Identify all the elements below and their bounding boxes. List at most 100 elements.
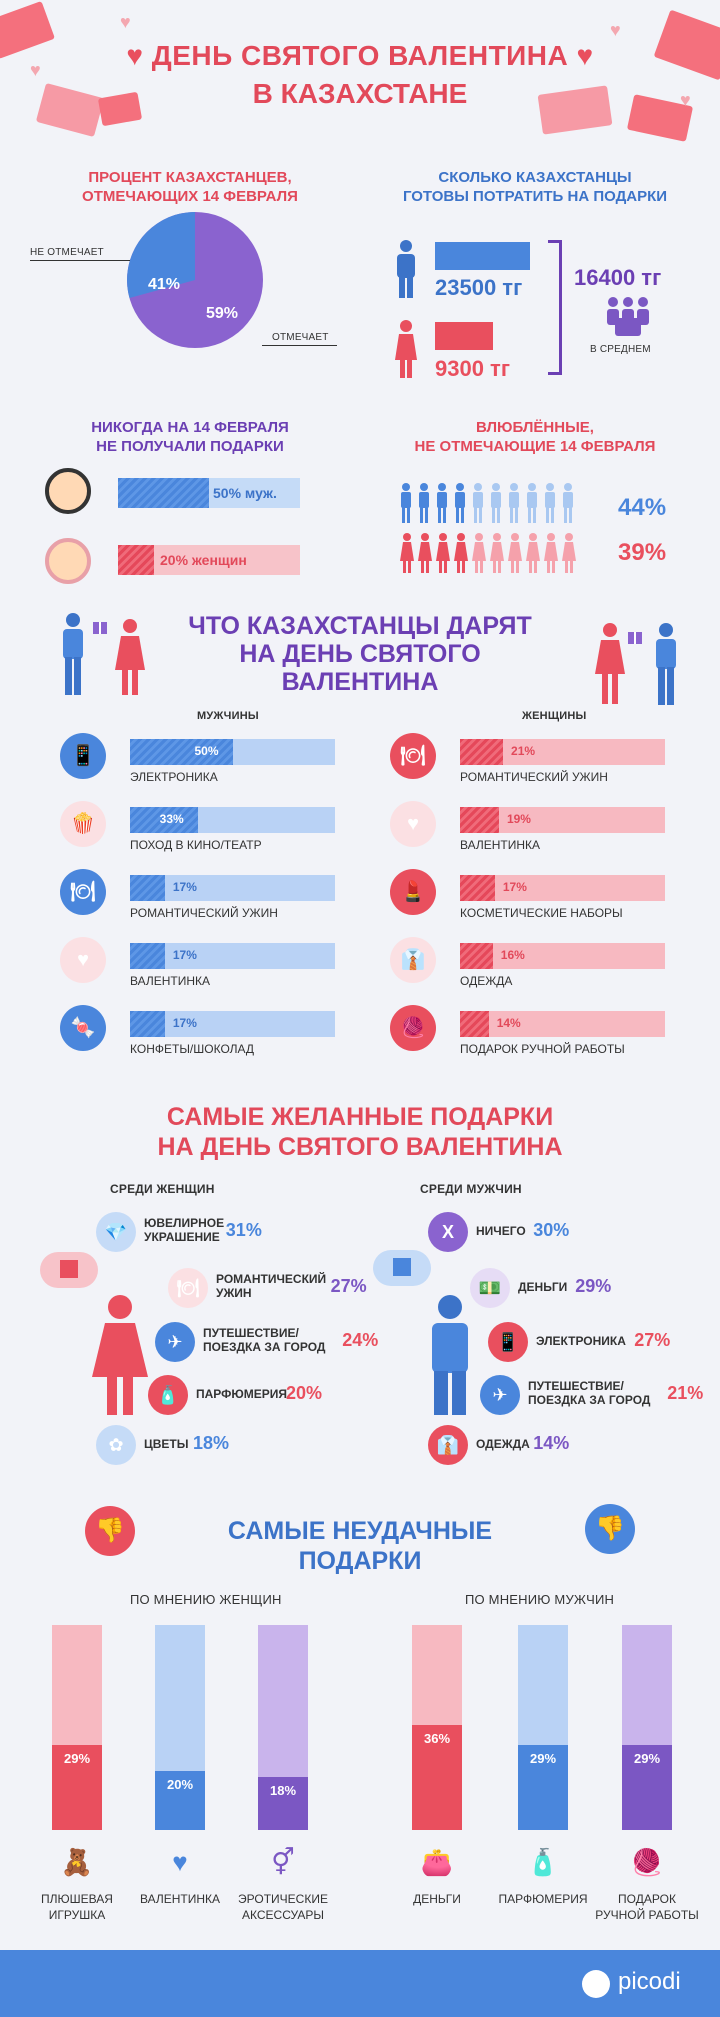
bar-pct: 29% bbox=[529, 1751, 557, 1766]
wanted-women-header: СРЕДИ ЖЕНЩИН bbox=[110, 1182, 215, 1196]
never-women-value: 20% женщин bbox=[160, 552, 247, 568]
plane-icon: ✈ bbox=[155, 1322, 195, 1362]
women-worst-label: ПЛЮШЕВАЯ bbox=[41, 1892, 113, 1906]
header: ♥ ♥ ♥ ♥ ♥ ДЕНЬ СВЯТОГО ВАЛЕНТИНА ♥ В КАЗ… bbox=[0, 0, 720, 142]
man-icon bbox=[472, 483, 484, 523]
men-gift-label: ЭЛЕКТРОНИКА bbox=[130, 770, 218, 784]
wallet-icon: 👛 bbox=[420, 1847, 454, 1877]
men-gift-bar: 50% bbox=[130, 739, 335, 765]
woman-icon bbox=[395, 320, 417, 378]
candy-icon: 🍬 bbox=[60, 1005, 106, 1051]
bar-pct: 17% bbox=[172, 948, 197, 962]
women-gift-label: КОСМЕТИЧЕСКИЕ НАБОРЫ bbox=[460, 906, 623, 920]
pie-yes-pct: 59% bbox=[206, 305, 239, 322]
women-wanted-pct: 24% bbox=[342, 1330, 379, 1350]
bar-value: 29% bbox=[52, 1745, 102, 1830]
bar-fill bbox=[130, 943, 165, 969]
never-women-bar: 20% женщин bbox=[118, 545, 300, 575]
avg-spend-value: 16400 тг bbox=[574, 265, 662, 290]
men-wanted-label: НИЧЕГО bbox=[476, 1224, 526, 1238]
bar-fill bbox=[460, 1011, 489, 1037]
women-gift-label: ПОДАРОК РУЧНОЙ РАБОТЫ bbox=[460, 1042, 625, 1056]
bar-pct: 50% bbox=[194, 744, 219, 758]
man-icon bbox=[508, 483, 520, 523]
women-wanted-pct: 20% bbox=[286, 1383, 323, 1403]
men-wanted-pct: 21% bbox=[667, 1383, 704, 1403]
gifts-women-header: ЖЕНЩИНЫ bbox=[522, 710, 587, 722]
men-worst-label-2: РУЧНОЙ РАБОТЫ bbox=[595, 1908, 699, 1922]
men-wanted-label: ПУТЕШЕСТВИЕ/ bbox=[528, 1379, 624, 1393]
heart-icon: ♥ bbox=[610, 20, 621, 40]
man-icon bbox=[397, 240, 415, 298]
dinner-icon: 🍽 bbox=[60, 869, 106, 915]
men-wanted-label-2: ПОЕЗДКА ЗА ГОРОД bbox=[528, 1393, 651, 1407]
thumbs-down-icon: 👎 bbox=[85, 1506, 135, 1556]
wanted-men-header: СРЕДИ МУЖЧИН bbox=[420, 1182, 522, 1196]
women-wanted-pct: 31% bbox=[225, 1220, 262, 1240]
footer: picodi bbox=[0, 1950, 720, 2017]
yarn-icon: 🧶 bbox=[390, 1005, 436, 1051]
men-worst-label: ПАРФЮМЕРИЯ bbox=[498, 1892, 588, 1906]
men-gift-bar: 17% bbox=[130, 875, 335, 901]
bar-pct: 17% bbox=[502, 880, 527, 894]
man-icon bbox=[490, 483, 502, 523]
bar-value: 18% bbox=[258, 1777, 308, 1830]
dinner-icon: 🍽 bbox=[168, 1268, 208, 1308]
men-wanted-pct: 29% bbox=[575, 1276, 612, 1296]
lovers-men-icons bbox=[400, 483, 600, 525]
pie-not-pct: 41% bbox=[148, 276, 181, 293]
men-worst-bar: 29% bbox=[622, 1625, 672, 1830]
bar-pct: 16% bbox=[500, 948, 525, 962]
phone-icon: 📱 bbox=[60, 733, 106, 779]
men-gift-label: ВАЛЕНТИНКА bbox=[130, 974, 211, 988]
bar-pct: 14% bbox=[496, 1016, 521, 1030]
gifts-men-header: МУЖЧИНЫ bbox=[197, 710, 259, 722]
lovers-title: ВЛЮБЛЁННЫЕ, bbox=[476, 419, 594, 436]
perfume-icon: 🧴 bbox=[526, 1847, 560, 1877]
sad-man-icon bbox=[45, 468, 91, 514]
never-men-bar: 50% муж. bbox=[118, 478, 300, 508]
women-gift-label: ОДЕЖДА bbox=[460, 974, 513, 988]
women-wanted-label-2: УЖИН bbox=[216, 1286, 252, 1300]
bar-fill bbox=[130, 739, 233, 765]
bar-fill bbox=[130, 875, 165, 901]
bar-pct: 21% bbox=[511, 744, 536, 758]
bar-fill bbox=[130, 807, 198, 833]
men-wanted-label: ДЕНЬГИ bbox=[518, 1280, 568, 1294]
avg-label: В СРЕДНЕМ bbox=[590, 344, 651, 355]
men-worst-bar: 29% bbox=[518, 1625, 568, 1830]
bar-pct: 20% bbox=[166, 1777, 194, 1792]
women-worst-bar: 20% bbox=[155, 1625, 205, 1830]
man-icon bbox=[562, 483, 574, 523]
gifts-title-2: НА ДЕНЬ СВЯТОГО bbox=[239, 640, 481, 668]
women-gift-bar: 17% bbox=[460, 875, 665, 901]
man-icon bbox=[436, 483, 448, 523]
teddy-bear-icon: 🧸 bbox=[60, 1847, 94, 1877]
woman-figure-icon bbox=[92, 1295, 148, 1415]
men-gift-label: КОНФЕТЫ/ШОКОЛАД bbox=[130, 1042, 255, 1056]
women-gift-label: ВАЛЕНТИНКА bbox=[460, 838, 541, 852]
woman-icon bbox=[472, 533, 486, 573]
women-wanted-label: РОМАНТИЧЕСКИЙ bbox=[216, 1272, 327, 1286]
never-men-value: 50% муж. bbox=[213, 485, 277, 501]
women-gift-label: РОМАНТИЧЕСКИЙ УЖИН bbox=[460, 770, 608, 784]
men-gift-bar: 17% bbox=[130, 1011, 335, 1037]
woman-icon bbox=[526, 533, 540, 573]
page-title: ♥ ДЕНЬ СВЯТОГО ВАЛЕНТИНА ♥ bbox=[100, 40, 620, 72]
gifts-title: ЧТО КАЗАХСТАНЦЫ ДАРЯТ bbox=[188, 612, 532, 640]
wanted-title-2: НА ДЕНЬ СВЯТОГО ВАЛЕНТИНА bbox=[157, 1133, 563, 1161]
men-wanted-label: ОДЕЖДА bbox=[476, 1437, 530, 1451]
women-wanted-label: ЮВЕЛИРНОЕ bbox=[144, 1216, 225, 1230]
heart-icon: ♥ bbox=[126, 40, 144, 71]
woman-icon bbox=[436, 533, 450, 573]
women-gift-bar: 16% bbox=[460, 943, 665, 969]
worst-title-2: ПОДАРКИ bbox=[298, 1547, 422, 1575]
bar-value: 29% bbox=[622, 1745, 672, 1830]
jewelry-icon: 💎 bbox=[96, 1212, 136, 1252]
wanted-title: САМЫЕ ЖЕЛАННЫЕ ПОДАРКИ bbox=[166, 1103, 554, 1131]
man-icon bbox=[400, 483, 412, 523]
envelope-decoration bbox=[0, 0, 56, 60]
woman-icon bbox=[454, 533, 468, 573]
spend-title-2: ГОТОВЫ ПОТРАТИТЬ НА ПОДАРКИ bbox=[402, 188, 668, 205]
worst-women-header: ПО МНЕНИЮ ЖЕНЩИН bbox=[130, 1592, 282, 1607]
